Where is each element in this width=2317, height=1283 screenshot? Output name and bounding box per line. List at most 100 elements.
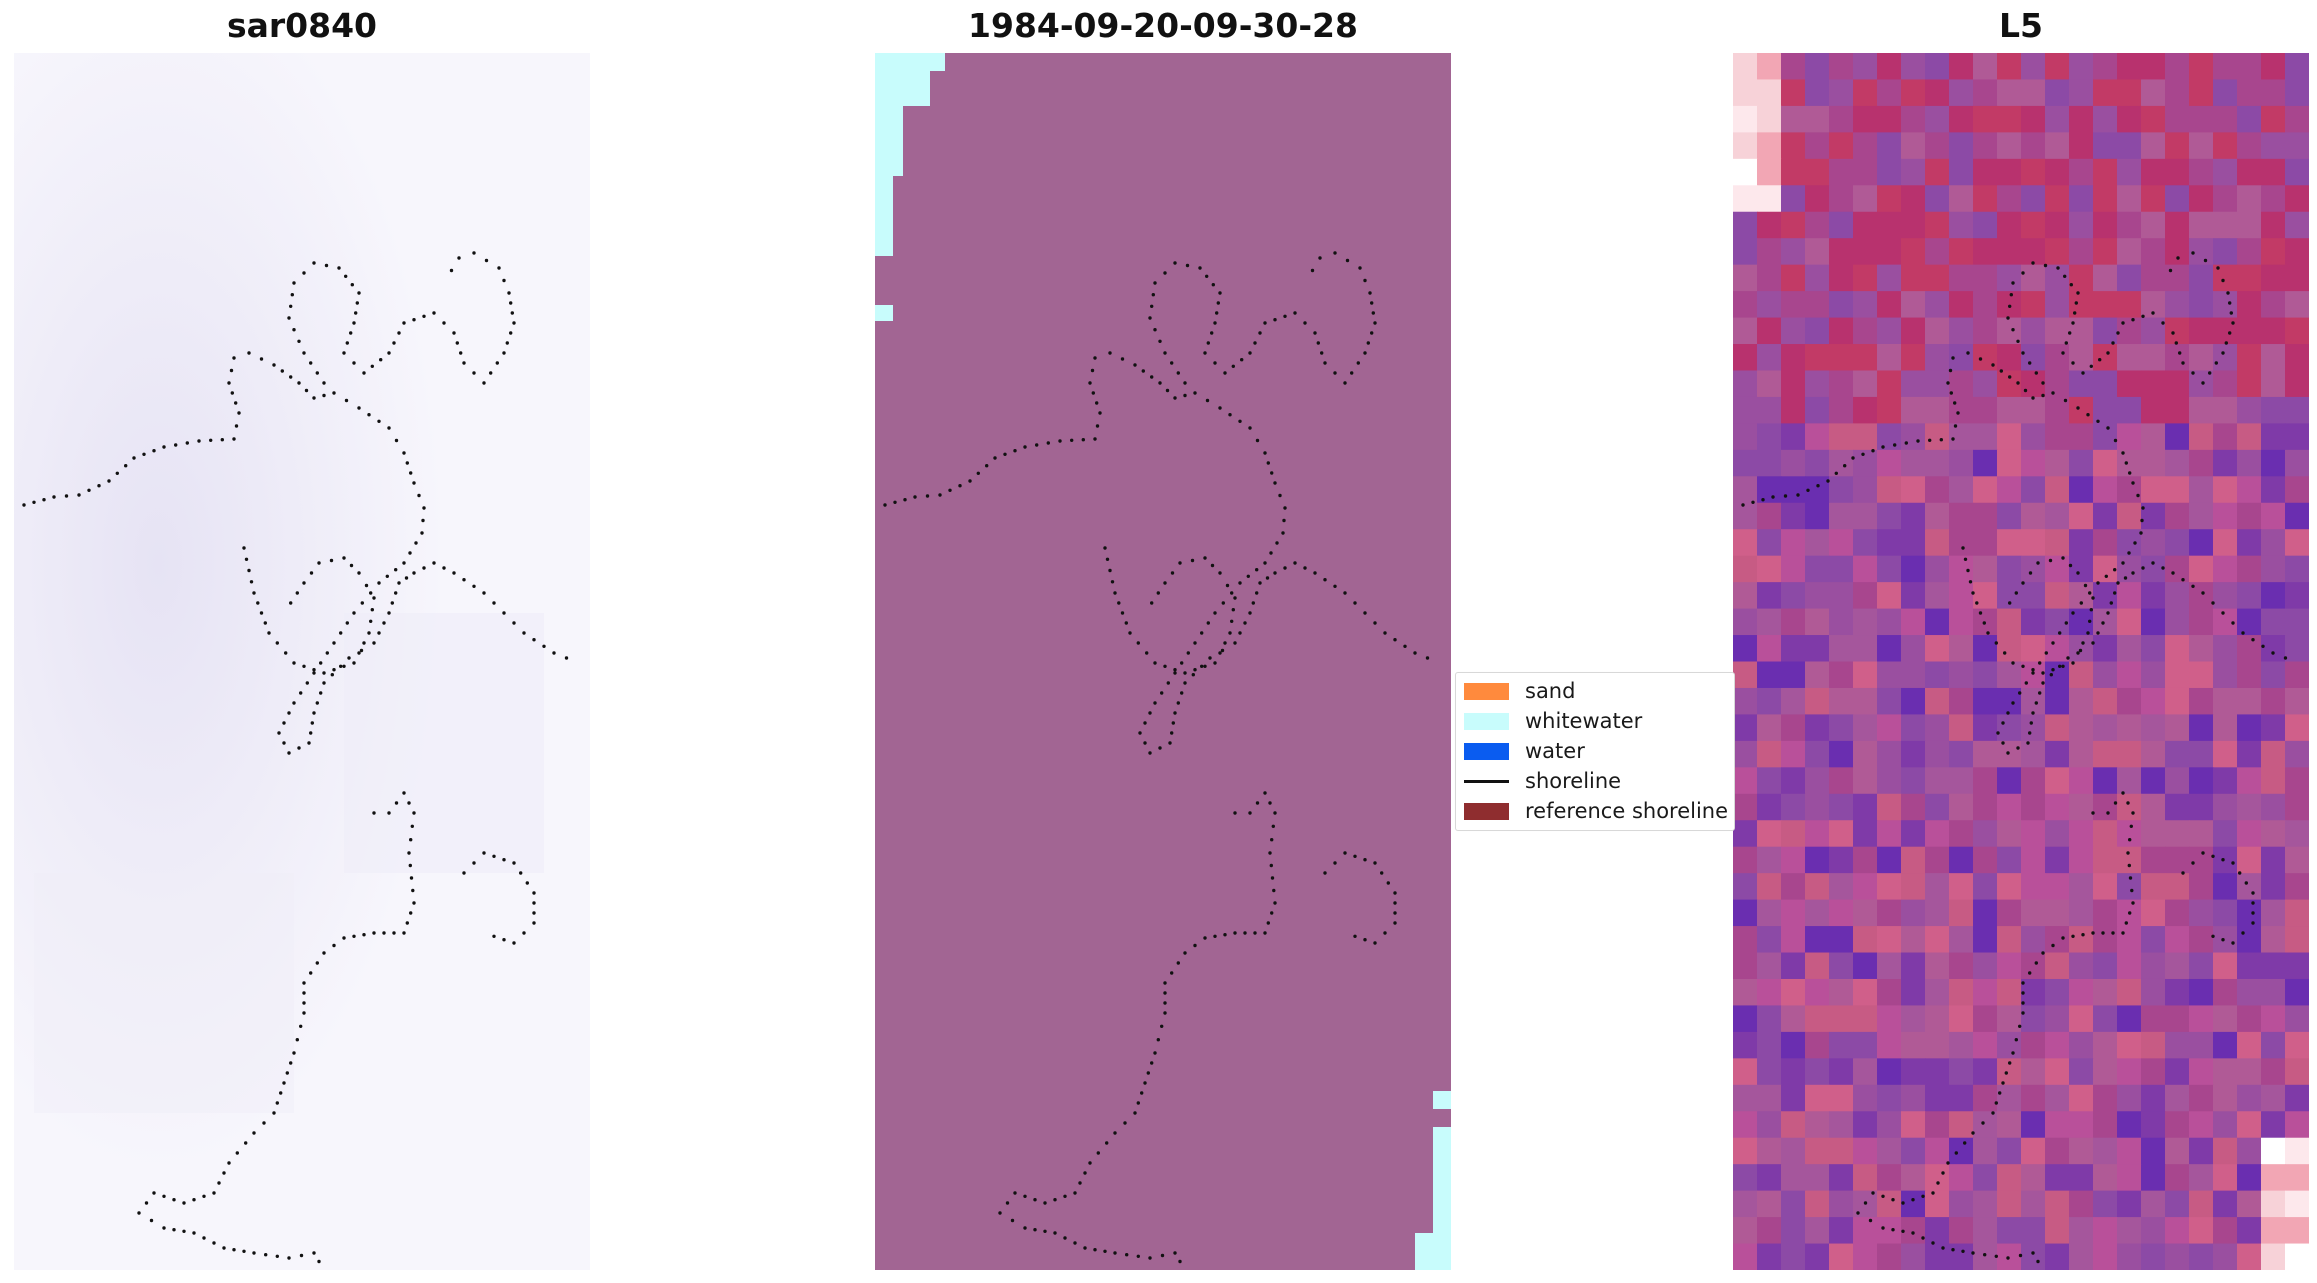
- shoreline-dot: [2140, 518, 2144, 523]
- shoreline-dot: [1904, 441, 1908, 445]
- shoreline-dot: [302, 271, 306, 275]
- shoreline-dot: [362, 641, 366, 645]
- shoreline-dot: [452, 571, 456, 575]
- shoreline-dot: [532, 901, 536, 905]
- shoreline-dot: [1153, 701, 1157, 705]
- shoreline-dot: [2028, 971, 2032, 975]
- shoreline-dot: [2023, 388, 2028, 393]
- shoreline-dot: [1153, 281, 1157, 285]
- shoreline-dot: [1200, 664, 1204, 668]
- shoreline-dot: [1083, 1246, 1087, 1250]
- shoreline-dot: [1173, 396, 1177, 400]
- shoreline-dot: [2131, 318, 2135, 322]
- shoreline-dot: [2006, 751, 2010, 755]
- shoreline-dot: [1269, 551, 1273, 555]
- shoreline-dot: [2049, 673, 2053, 677]
- shoreline-dot: [1333, 371, 1337, 375]
- shoreline-dot: [232, 437, 236, 441]
- shoreline-dot: [1806, 488, 1810, 492]
- shoreline-dot: [1363, 938, 1367, 942]
- shoreline-dot: [372, 931, 376, 935]
- shoreline-dot: [227, 1161, 231, 1165]
- shoreline-dot: [1003, 452, 1007, 456]
- shoreline-dot: [2041, 381, 2045, 385]
- shoreline-dot: [1320, 351, 1324, 355]
- shoreline-dot: [1383, 931, 1387, 935]
- shoreline-dot: [229, 368, 234, 373]
- shoreline-dot: [1223, 371, 1227, 375]
- shoreline-dot: [242, 1249, 246, 1254]
- shoreline-dot: [412, 571, 416, 575]
- shoreline-dot: [1231, 364, 1235, 368]
- shoreline-dot: [1173, 671, 1177, 675]
- shoreline-dot: [2231, 941, 2235, 945]
- shoreline-dot: [1263, 321, 1267, 325]
- shoreline-dot: [1193, 641, 1197, 645]
- shoreline-dot: [1343, 851, 1347, 855]
- shoreline-dot: [192, 1231, 196, 1235]
- shoreline-dot: [2238, 871, 2242, 875]
- shoreline-dot: [1975, 601, 1979, 605]
- shoreline-dot: [1211, 283, 1215, 287]
- shoreline-dot: [377, 419, 381, 423]
- shoreline-dot: [522, 631, 526, 635]
- shoreline-dot: [212, 1191, 216, 1195]
- shoreline-dot: [2003, 651, 2007, 655]
- shoreline-dot: [1269, 863, 1273, 868]
- shoreline-dot: [502, 351, 506, 355]
- shoreline-dot: [1150, 375, 1154, 379]
- shoreline-dot: [1070, 438, 1074, 442]
- shoreline-dot: [1956, 411, 1960, 415]
- shoreline-dot: [364, 583, 369, 588]
- shoreline-dot: [1233, 931, 1237, 935]
- shoreline-dot: [1198, 266, 1202, 270]
- shoreline-dot: [1871, 1191, 1875, 1195]
- shoreline-dot: [1881, 1194, 1885, 1199]
- shoreline-dot: [1153, 328, 1157, 332]
- shoreline-dot: [1171, 721, 1175, 725]
- shoreline-dot: [2251, 891, 2255, 895]
- shoreline-dot: [968, 479, 972, 483]
- shoreline-dot: [2068, 563, 2073, 568]
- shoreline-dot: [1303, 566, 1307, 570]
- shoreline-dot: [2208, 371, 2212, 375]
- shoreline-dot: [422, 506, 426, 510]
- shoreline-dot: [1991, 363, 1995, 367]
- shoreline-dot: [2113, 568, 2117, 572]
- shoreline-dot: [1053, 1231, 1057, 1235]
- shoreline-dot: [282, 1081, 286, 1085]
- shoreline-dot: [342, 556, 346, 560]
- shoreline-dot: [404, 576, 409, 580]
- shoreline-dot: [267, 631, 271, 635]
- shoreline-dot: [412, 481, 416, 485]
- shoreline-dot: [1921, 1236, 1925, 1240]
- shoreline-dot: [22, 503, 26, 507]
- shoreline-dot: [1228, 413, 1232, 417]
- shoreline-dot: [32, 500, 36, 504]
- shoreline-dot: [1193, 668, 1197, 672]
- shoreline-dot: [505, 341, 509, 345]
- shoreline-dot: [2127, 551, 2131, 555]
- shoreline-dot: [299, 691, 303, 695]
- shoreline-dot: [1951, 1248, 1955, 1252]
- shoreline-dot: [1160, 1253, 1165, 1258]
- shoreline-dot: [1010, 1218, 1015, 1223]
- shoreline-dot: [2051, 641, 2055, 645]
- shoreline-dot: [1186, 651, 1190, 655]
- shoreline-dot: [402, 791, 406, 795]
- shoreline-dot: [1105, 557, 1110, 561]
- shoreline-dot: [1971, 1251, 1975, 1255]
- shoreline-dot: [2203, 258, 2208, 263]
- shoreline-dot: [1323, 578, 1327, 582]
- shoreline-dot: [402, 321, 406, 325]
- shoreline-dot: [1230, 619, 1234, 623]
- shoreline-dot: [2011, 701, 2015, 705]
- shoreline-dot: [349, 563, 354, 568]
- shoreline-dot: [1046, 441, 1050, 445]
- shoreline-dot: [64, 494, 69, 498]
- shoreline-dot: [2008, 304, 2012, 308]
- shoreline-dot: [1949, 391, 1953, 395]
- shoreline-dot: [2231, 621, 2235, 625]
- shoreline-dot: [247, 351, 251, 355]
- shoreline-dot: [1143, 1081, 1147, 1085]
